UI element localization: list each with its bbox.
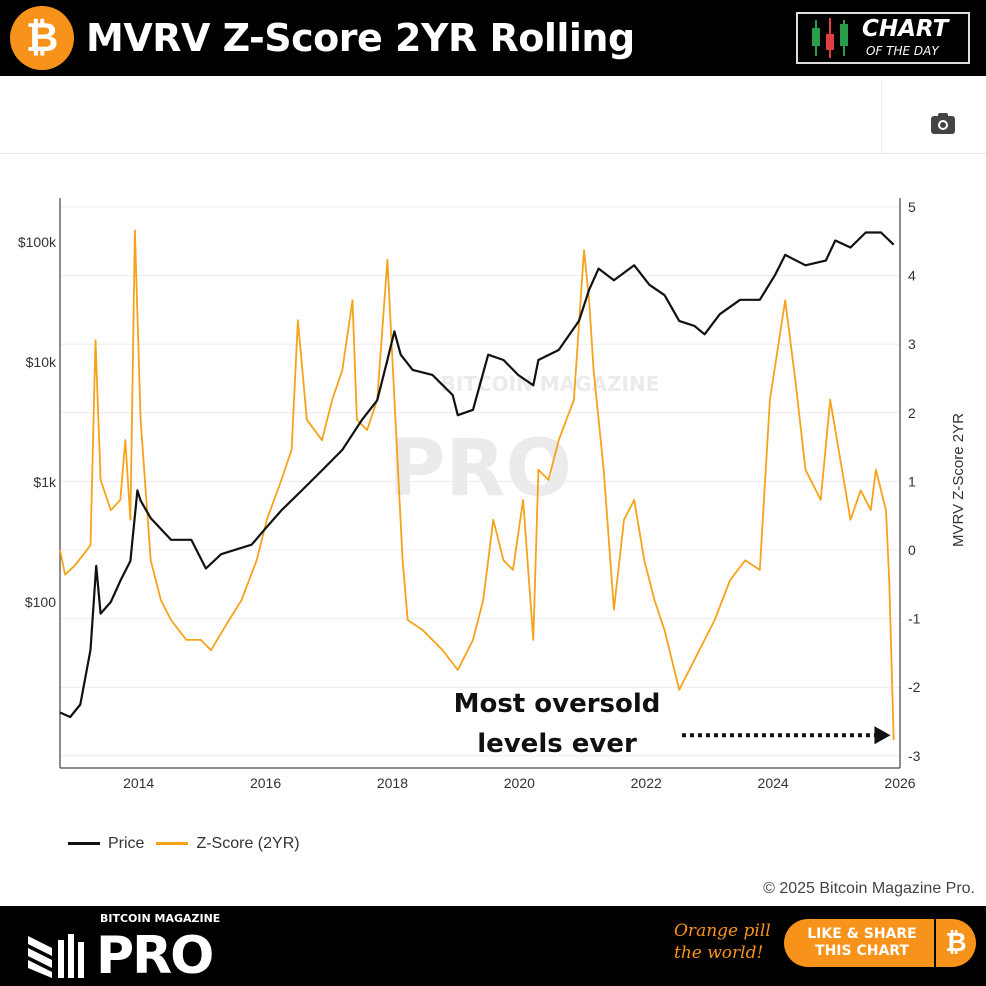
series-line-zscore xyxy=(59,229,895,741)
brand-top: BITCOIN MAGAZINE xyxy=(100,912,221,925)
right-tick-label: 2 xyxy=(908,405,916,421)
x-tick-label: 2018 xyxy=(377,775,408,791)
x-tick-label: 2014 xyxy=(123,775,154,791)
right-tick-label: -3 xyxy=(908,748,921,764)
legend-swatch-zscore xyxy=(156,842,189,846)
right-tick-label: -2 xyxy=(908,679,921,695)
share-line-1: LIKE & SHARE xyxy=(807,926,917,942)
left-tick-label: $10k xyxy=(26,354,57,370)
legend-item-price[interactable]: Price xyxy=(68,834,144,854)
like-share-button[interactable]: LIKE & SHARE THIS CHART ₿ xyxy=(784,919,976,967)
badge-subtitle: OF THE DAY xyxy=(866,44,939,58)
candlestick-icon xyxy=(812,18,848,58)
annotation-line-2: levels ever xyxy=(477,729,637,759)
right-tick-label: -1 xyxy=(908,611,921,627)
footer-bar: BITCOIN MAGAZINE PRO Orange pill the worl… xyxy=(0,906,986,986)
x-tick-label: 2022 xyxy=(631,775,662,791)
annotation-arrow-head xyxy=(874,726,891,745)
annotation-line-1: Most oversold xyxy=(454,689,661,719)
slogan-line-1: Orange pill xyxy=(674,921,771,941)
right-tick-label: 1 xyxy=(908,473,916,489)
right-tick-label: 4 xyxy=(908,268,916,284)
slogan-line-2: the world! xyxy=(674,943,764,963)
camera-icon[interactable] xyxy=(931,113,955,134)
right-tick-label: 0 xyxy=(908,542,916,558)
legend-swatch-price xyxy=(68,842,100,846)
legend-item-zscore[interactable]: Z-Score (2YR) xyxy=(156,834,300,854)
left-tick-label: $1k xyxy=(33,474,57,490)
left-tick-label: $100 xyxy=(25,594,56,610)
badge-title: CHART xyxy=(862,16,949,42)
series-line-price xyxy=(59,231,895,719)
legend-label: Price xyxy=(108,835,145,852)
watermark: PRO xyxy=(388,424,572,514)
page-title: MVRV Z-Score 2YR Rolling xyxy=(86,16,635,60)
x-tick-label: 2026 xyxy=(884,775,915,791)
copyright: © 2025 Bitcoin Magazine Pro. xyxy=(763,880,975,897)
left-tick-label: $100k xyxy=(18,234,57,250)
bitcoin-logo-icon: ₿ xyxy=(10,6,74,70)
right-tick-label: 5 xyxy=(908,199,916,215)
share-line-2: THIS CHART xyxy=(815,943,909,959)
right-tick-label: 3 xyxy=(908,336,916,352)
bitcoin-magazine-pro-logo-icon xyxy=(28,934,84,978)
legend-label: Z-Score (2YR) xyxy=(196,835,300,852)
x-tick-label: 2024 xyxy=(758,775,789,791)
watermark-top: BITCOIN MAGAZINE xyxy=(441,372,660,396)
toolbar-divider xyxy=(881,80,882,154)
chart-of-the-day-badge: CHART OF THE DAY xyxy=(796,12,970,64)
legend: Price Z-Score (2YR) xyxy=(68,834,300,854)
bitcoin-icon: ₿ xyxy=(934,919,976,967)
chart-toolbar xyxy=(0,76,986,154)
brand-main: PRO xyxy=(96,926,214,986)
header-bar: ₿ MVRV Z-Score 2YR Rolling CHART OF THE … xyxy=(0,0,986,76)
right-axis-title: MVRV Z-Score 2YR xyxy=(950,413,967,547)
x-tick-label: 2020 xyxy=(504,775,535,791)
x-tick-label: 2016 xyxy=(250,775,281,791)
slogan: Orange pill the world! xyxy=(674,920,771,964)
